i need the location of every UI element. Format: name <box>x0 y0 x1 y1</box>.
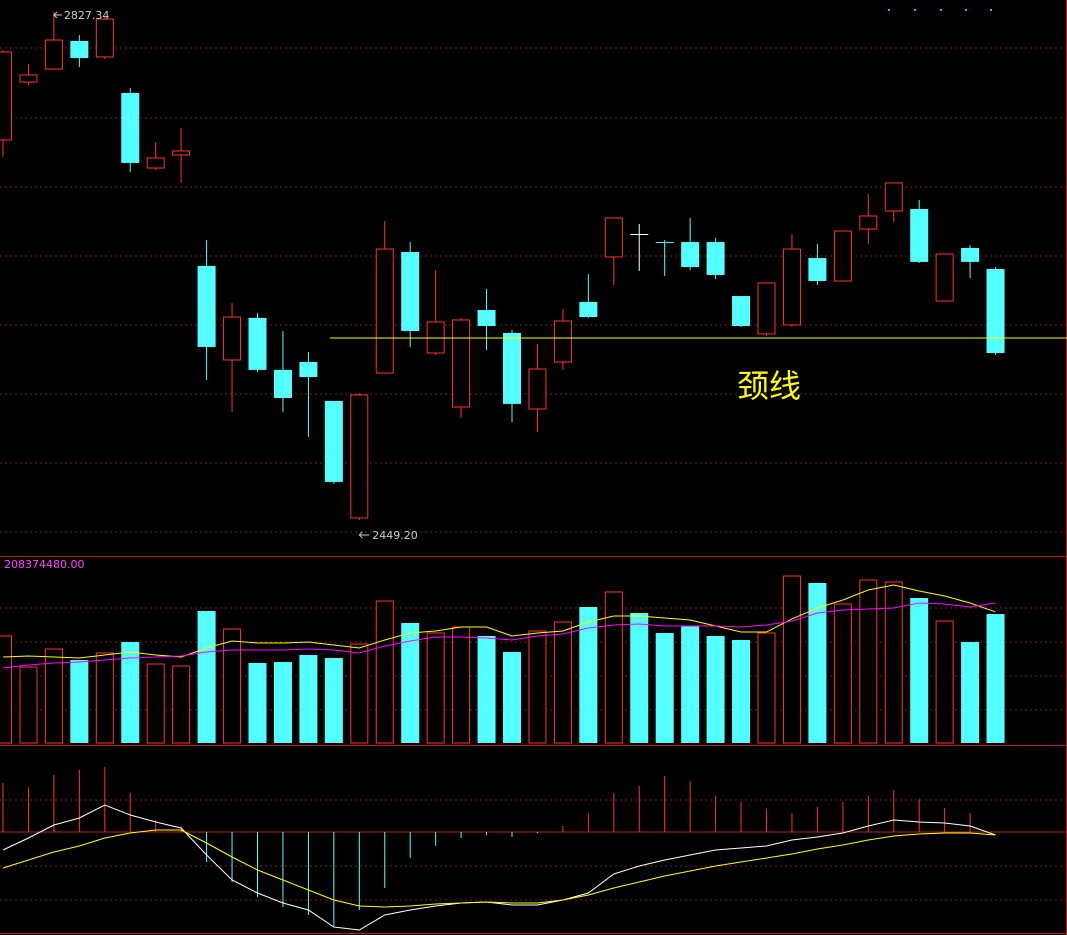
candle-body <box>553 320 572 363</box>
volume-bar <box>172 665 191 744</box>
candle-body <box>0 51 12 141</box>
volume-ma-line <box>2 584 996 659</box>
macd-line <box>2 829 996 908</box>
volume-bar <box>273 662 292 743</box>
candle-body <box>273 369 292 398</box>
candle-body <box>961 247 980 262</box>
volume-bar <box>503 652 521 743</box>
max-label: 2827.34 <box>64 9 110 22</box>
candle-body <box>223 316 242 361</box>
volume-bar <box>884 581 903 744</box>
candle-body <box>70 40 89 59</box>
candle-body <box>121 92 140 163</box>
volume-bar <box>426 632 445 744</box>
max-arrow <box>53 11 62 19</box>
volume-bar <box>579 607 598 743</box>
candle-body <box>706 242 725 275</box>
dot <box>940 9 942 11</box>
volume-bar <box>70 659 89 743</box>
volume-bar <box>350 643 369 744</box>
candle-body <box>630 233 649 235</box>
candle-body <box>19 74 38 83</box>
volume-bar <box>146 663 165 744</box>
volume-bar <box>95 652 114 744</box>
candle-body <box>757 282 776 335</box>
candle-body <box>935 253 954 302</box>
volume-bar <box>782 575 801 744</box>
candle-body <box>44 39 63 70</box>
volume-bar <box>0 635 12 744</box>
volume-bar <box>299 655 318 743</box>
volume-bar <box>121 642 140 743</box>
candle-body <box>248 317 267 370</box>
candle-body <box>146 157 165 169</box>
candle-body <box>986 269 1005 353</box>
volume-bar <box>375 600 394 744</box>
volume-bar <box>859 579 878 744</box>
volume-bar <box>808 583 827 743</box>
candle-body <box>324 400 343 482</box>
candle-body <box>503 332 521 404</box>
min-arrow <box>358 531 370 539</box>
volume-bar <box>681 625 700 743</box>
candle-body <box>884 182 903 212</box>
candle-body <box>732 296 751 326</box>
candle-body <box>452 319 471 408</box>
candle-body <box>477 310 496 326</box>
candle-body <box>782 248 801 326</box>
candle-body <box>299 361 318 378</box>
volume-bar <box>553 621 572 744</box>
volume-bar <box>732 639 751 743</box>
volume-bar <box>401 622 420 743</box>
volume-bar <box>223 628 242 744</box>
candle-body <box>172 150 191 156</box>
candle-body <box>579 301 598 317</box>
candle-body <box>910 208 929 262</box>
volume-bar <box>19 666 38 744</box>
volume-bar <box>961 642 980 743</box>
candle-body <box>401 251 420 331</box>
volume-bar <box>833 603 852 744</box>
volume-bar <box>477 635 496 743</box>
dot <box>914 9 916 11</box>
volume-ma-line <box>2 602 996 669</box>
volume-bar <box>910 598 929 743</box>
volume-bar <box>706 635 725 743</box>
candle-body <box>833 230 852 282</box>
volume-bar <box>757 632 776 744</box>
min-label: 2449.20 <box>372 529 418 542</box>
volume-bar <box>324 658 343 743</box>
dot <box>965 9 967 11</box>
volume-bar <box>44 648 63 744</box>
candle-body <box>528 368 547 410</box>
candle-body <box>95 18 114 58</box>
candle-body <box>681 242 700 268</box>
macd-line <box>2 804 996 931</box>
volume-bar <box>935 620 954 744</box>
neckline-label: 颈线 <box>737 367 801 405</box>
candle-body <box>808 258 827 281</box>
dot <box>990 9 992 11</box>
y-tick-label: 208374480.00 <box>4 558 84 571</box>
volume-bar <box>528 630 547 744</box>
candle-body <box>375 248 394 374</box>
volume-bar <box>655 632 674 743</box>
volume-bar <box>986 614 1005 743</box>
volume-bar <box>452 626 471 744</box>
dot <box>888 9 890 11</box>
volume-bar <box>248 662 267 743</box>
status-dots <box>888 9 992 11</box>
candle-body <box>604 217 623 258</box>
volume-bar <box>197 611 216 743</box>
candle-body <box>197 265 216 347</box>
candle-body <box>655 242 674 244</box>
volume-bar <box>630 612 649 743</box>
volume-bar <box>604 591 623 744</box>
candle-body <box>350 394 369 519</box>
candle-body <box>859 215 878 230</box>
